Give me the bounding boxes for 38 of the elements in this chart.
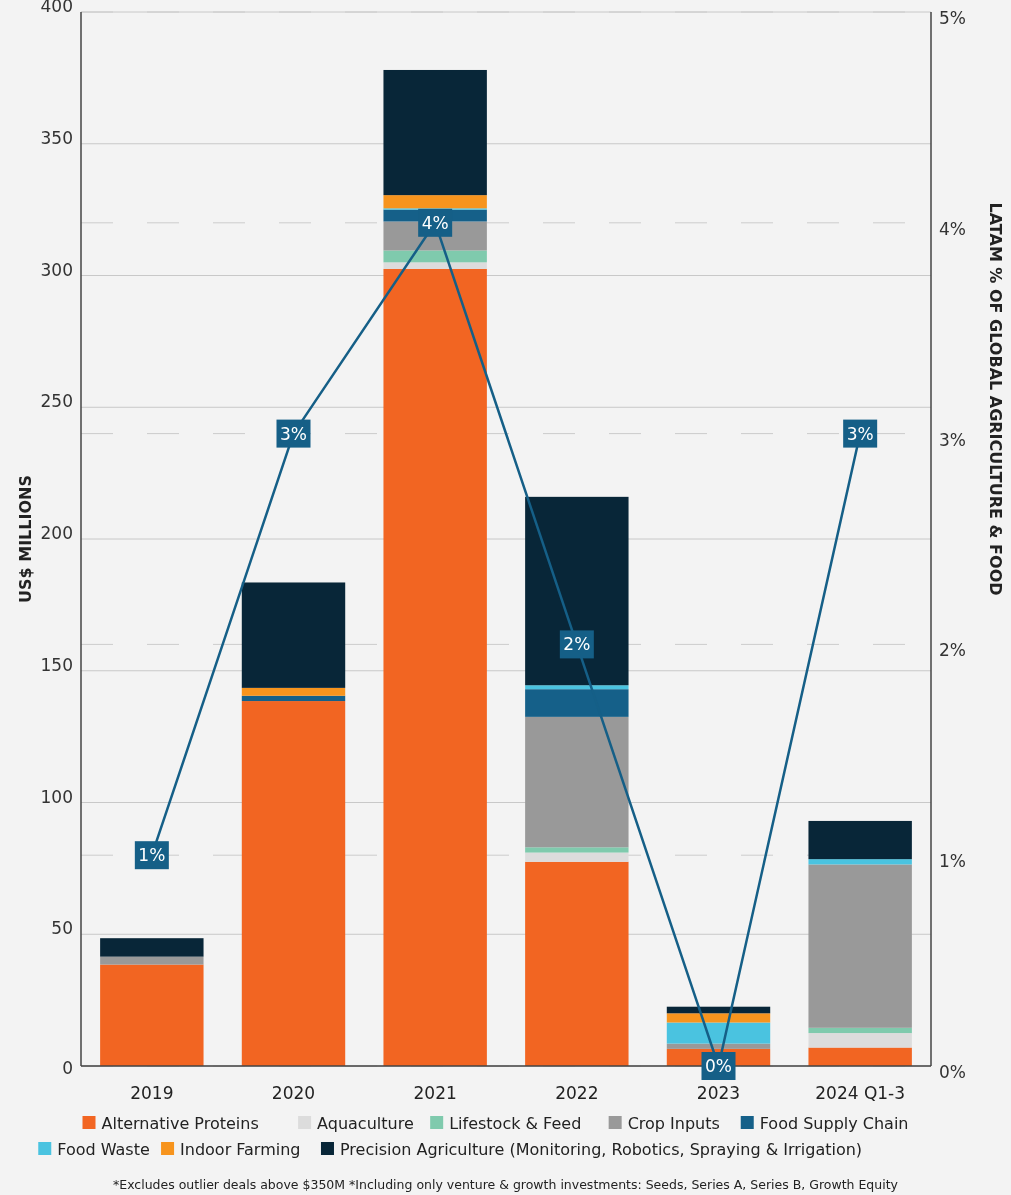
data-label: 0%	[705, 1056, 732, 1076]
data-label: 1%	[138, 845, 166, 866]
y-tick-label: 300	[40, 259, 73, 280]
y-tick-label: 200	[40, 523, 73, 543]
legend-label: Food Supply Chain	[759, 1114, 909, 1133]
y2-tick-label: 1%	[939, 851, 966, 872]
legend-label: Indoor Farming	[180, 1140, 301, 1159]
y-tick-label: 150	[40, 654, 73, 675]
y2-axis-title: LATAM % OF GLOBAL AGRICULTURE & FOOD	[986, 202, 1005, 596]
y2-tick-label: 3%	[939, 429, 966, 450]
legend-label: Precision Agriculture (Monitoring, Robotics, Spraying & Irrigation)	[339, 1140, 863, 1159]
y2-tick-label: 5%	[939, 8, 966, 28]
data-label: 2%	[563, 634, 591, 655]
legend-label: Aquaculture	[317, 1114, 414, 1133]
y-tick-label: 50	[51, 918, 73, 939]
y-tick-label: 0	[62, 1058, 73, 1078]
y2-tick-label: 4%	[939, 218, 966, 239]
data-label: 3%	[846, 423, 874, 444]
legend-label: Food Waste	[57, 1140, 150, 1159]
x-tick-label: 2022	[555, 1083, 599, 1103]
y-tick-label: 350	[40, 127, 73, 148]
data-label: 4%	[421, 212, 449, 233]
y-tick-label: 250	[40, 391, 73, 412]
x-tick-label: 2019	[130, 1083, 174, 1103]
y-axis-title: US$ MILLIONS	[16, 475, 35, 603]
data-label: 3%	[280, 423, 307, 444]
legend-label: Crop Inputs	[627, 1114, 720, 1133]
y-tick-label: 400	[40, 0, 73, 16]
x-tick-label: 2024 Q1-3	[815, 1083, 906, 1103]
y-tick-label: 100	[40, 786, 73, 807]
x-tick-label: 2021	[413, 1083, 457, 1103]
legend-label: Alternative Proteins	[101, 1114, 259, 1133]
x-tick-label: 2020	[271, 1083, 316, 1103]
legend-label: Lifestock & Feed	[449, 1114, 582, 1133]
x-tick-label: 2023	[696, 1083, 741, 1103]
text: *Excludes outlier deals above $350M *Including only venture & growth investments: Seeds, Series A, Series B, Growth Equity	[113, 1177, 899, 1192]
y2-tick-label: 2%	[939, 640, 966, 661]
y2-tick-label: 0%	[939, 1062, 966, 1082]
